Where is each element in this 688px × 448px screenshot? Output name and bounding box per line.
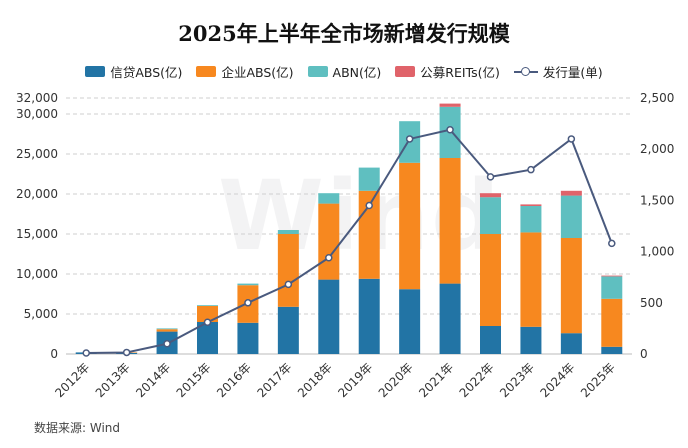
bar-segment — [197, 305, 218, 306]
y-left-tick-label: 15,000 — [16, 227, 58, 241]
y-right-tick-label: 1,500 — [640, 193, 674, 207]
bar-segment — [197, 306, 218, 322]
x-tick-label: 2017年 — [254, 360, 294, 400]
bar-segment — [156, 328, 178, 330]
bar-segment — [520, 232, 542, 327]
bar-segment — [480, 193, 501, 198]
bar-segment — [601, 276, 623, 299]
bar-segment — [480, 326, 501, 354]
x-tick-label: 2024年 — [537, 360, 577, 400]
bar-segment — [520, 204, 542, 206]
bar-segment — [399, 162, 421, 290]
legend-label: 发行量(单) — [542, 65, 603, 80]
y-right-tick-label: 500 — [640, 296, 663, 310]
bar-segment — [318, 279, 340, 354]
x-tick-label: 2022年 — [457, 360, 497, 400]
y-left-tick-label: 10,000 — [16, 267, 58, 281]
bar-segment — [439, 158, 461, 284]
chart-title: 2025年上半年全市场新增发行规模 — [178, 21, 510, 46]
legend-swatch — [196, 66, 217, 77]
legend: 信贷ABS(亿) 企业ABS(亿) ABN(亿) 公募REITs(亿) 发行量(单) — [0, 62, 688, 81]
bar-segment — [560, 195, 582, 238]
legend-swatch — [395, 66, 416, 77]
x-tick-label: 2014年 — [133, 360, 173, 400]
line-point — [486, 173, 495, 181]
legend-label: ABN(亿) — [332, 65, 382, 80]
bar-segment — [277, 230, 299, 234]
legend-swatch — [85, 66, 106, 77]
bar-segment — [439, 103, 461, 107]
line-point — [527, 165, 535, 174]
source-note: 数据来源: Wind — [34, 421, 121, 435]
bar-segment — [358, 278, 380, 354]
legend-item: 发行量(单) — [513, 62, 603, 81]
bar-segment — [601, 298, 623, 347]
legend-item: 公募REITs(亿) — [395, 62, 500, 81]
x-tick-label: 2012年 — [52, 360, 92, 400]
line-point — [163, 340, 171, 348]
line-series-issuance — [86, 128, 613, 354]
line-point — [82, 349, 90, 357]
bar-segment — [197, 322, 218, 354]
line-point — [244, 299, 252, 307]
y-right-tick-label: 1,000 — [640, 245, 674, 259]
legend-item: ABN(亿) — [307, 62, 382, 81]
line-point — [365, 201, 373, 210]
y-right-tick-label: 2,000 — [640, 142, 674, 156]
bar-segment — [560, 238, 582, 334]
x-tick-label: 2015年 — [174, 360, 214, 400]
line-point — [608, 239, 616, 248]
y-left-tick-label: 5,000 — [24, 307, 58, 321]
line-point — [405, 135, 414, 143]
line-point — [567, 135, 576, 143]
line-point — [122, 348, 131, 357]
y-right-tick-label: 2,500 — [640, 91, 674, 105]
x-tick-label: 2018年 — [295, 360, 335, 400]
x-tick-label: 2021年 — [416, 360, 456, 400]
x-tick-label: 2013年 — [93, 360, 133, 400]
y-left-tick-label: 0 — [50, 347, 58, 361]
legend-swatch — [513, 66, 538, 78]
x-tick-label: 2023年 — [497, 360, 537, 400]
line-point — [284, 280, 293, 289]
bar-segment — [237, 283, 259, 286]
bar-segment — [277, 234, 299, 307]
bar-segment — [520, 326, 542, 354]
y-right-tick-label: 0 — [640, 347, 648, 361]
x-tick-label: 2016年 — [214, 360, 254, 400]
bar-segment — [318, 203, 340, 280]
x-tick-label: 2025年 — [578, 360, 618, 400]
y-left-tick-label: 32,000 — [16, 91, 58, 105]
bar-segment — [480, 234, 501, 326]
line-point — [325, 253, 333, 262]
bar-segment — [318, 193, 340, 204]
y-left-tick-label: 30,000 — [16, 107, 58, 121]
bar-segment — [520, 206, 542, 233]
bar-segment — [237, 322, 259, 354]
y-left-tick-label: 20,000 — [16, 187, 58, 201]
legend-label: 企业ABS(亿) — [221, 65, 294, 80]
bar-segment — [560, 190, 582, 196]
bar-segment — [480, 197, 501, 234]
line-point — [203, 318, 212, 327]
bar-segment — [277, 306, 299, 354]
bar-segment — [601, 346, 623, 354]
line-point — [446, 125, 454, 134]
legend-label: 信贷ABS(亿) — [110, 65, 183, 80]
bar-segment — [439, 283, 461, 354]
legend-item: 信贷ABS(亿) — [85, 62, 182, 81]
x-tick-label: 2020年 — [376, 360, 416, 400]
legend-item: 企业ABS(亿) — [196, 62, 294, 81]
bar-segment — [156, 329, 178, 332]
bar-segment — [358, 167, 380, 191]
x-tick-label: 2019年 — [335, 360, 375, 400]
bar-segment — [560, 333, 582, 354]
y-left-tick-label: 25,000 — [16, 147, 58, 161]
bar-segment — [399, 289, 421, 354]
legend-swatch — [307, 66, 328, 77]
legend-label: 公募REITs(亿) — [420, 65, 500, 80]
bar-segment — [601, 275, 623, 277]
